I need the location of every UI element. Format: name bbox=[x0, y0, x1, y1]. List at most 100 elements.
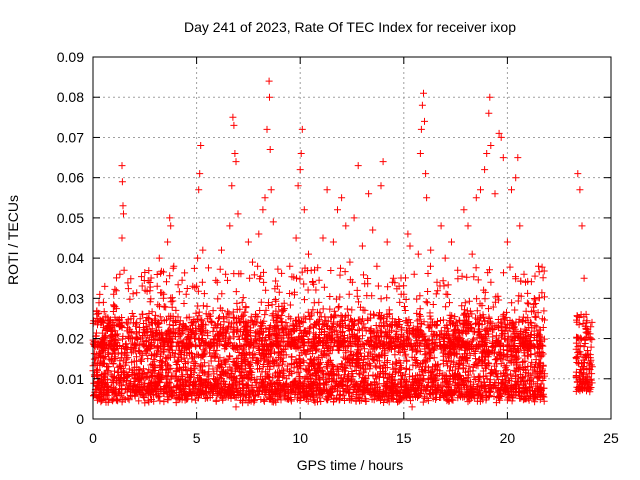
data-point bbox=[327, 267, 335, 274]
data-point bbox=[201, 359, 209, 367]
y-tick-label: 0.01 bbox=[57, 371, 84, 387]
data-point bbox=[472, 264, 480, 272]
data-point bbox=[519, 388, 527, 396]
data-point bbox=[485, 109, 493, 117]
data-point bbox=[298, 125, 306, 133]
data-point bbox=[402, 350, 410, 358]
data-point bbox=[259, 206, 267, 214]
data-point bbox=[135, 397, 143, 405]
data-point bbox=[228, 182, 236, 190]
data-point bbox=[511, 306, 519, 314]
data-point bbox=[329, 238, 337, 246]
data-point bbox=[124, 394, 132, 402]
data-point bbox=[423, 194, 431, 202]
data-point bbox=[155, 392, 163, 400]
data-point bbox=[154, 301, 162, 309]
data-point bbox=[201, 369, 209, 377]
data-point bbox=[374, 282, 382, 290]
data-point bbox=[487, 278, 495, 286]
data-point bbox=[424, 270, 432, 277]
data-point bbox=[427, 348, 435, 356]
data-point bbox=[158, 289, 166, 297]
data-point bbox=[214, 295, 222, 303]
data-point bbox=[269, 218, 277, 226]
data-point bbox=[540, 397, 548, 405]
data-point bbox=[449, 366, 457, 374]
data-point bbox=[172, 373, 180, 381]
data-point bbox=[168, 342, 175, 350]
data-point bbox=[576, 186, 584, 194]
data-point bbox=[213, 278, 221, 286]
data-point bbox=[416, 150, 424, 157]
data-point bbox=[412, 372, 420, 380]
data-point bbox=[486, 93, 494, 101]
data-point bbox=[491, 190, 499, 198]
data-point bbox=[156, 352, 164, 360]
data-point bbox=[304, 286, 312, 294]
data-point bbox=[377, 327, 385, 335]
y-tick-label: 0 bbox=[76, 411, 84, 427]
data-point bbox=[524, 289, 532, 297]
data-point bbox=[422, 298, 430, 306]
data-point bbox=[249, 258, 256, 266]
data-point bbox=[335, 303, 343, 310]
data-point bbox=[461, 299, 469, 307]
data-point bbox=[365, 190, 373, 198]
data-point bbox=[266, 93, 273, 101]
x-tick-label: 25 bbox=[603, 430, 619, 446]
data-point bbox=[140, 365, 147, 373]
data-point bbox=[116, 270, 124, 278]
data-point bbox=[262, 286, 270, 294]
data-point bbox=[99, 298, 107, 306]
data-point bbox=[203, 302, 211, 310]
data-point bbox=[485, 305, 492, 313]
data-point bbox=[222, 270, 230, 278]
data-point bbox=[231, 150, 239, 157]
data-point bbox=[451, 313, 459, 321]
data-point bbox=[97, 398, 105, 406]
data-point bbox=[350, 214, 358, 222]
data-point bbox=[111, 367, 118, 375]
data-point bbox=[152, 311, 160, 319]
data-point bbox=[580, 343, 588, 351]
data-point bbox=[402, 274, 409, 282]
data-point bbox=[106, 356, 114, 364]
data-point bbox=[406, 242, 414, 250]
data-point bbox=[255, 230, 263, 238]
data-point bbox=[215, 313, 223, 321]
data-point bbox=[109, 397, 117, 405]
data-point bbox=[209, 365, 217, 373]
data-point bbox=[424, 288, 432, 295]
data-point bbox=[354, 327, 362, 334]
data-point bbox=[175, 288, 183, 296]
data-point bbox=[369, 226, 377, 234]
data-point bbox=[368, 395, 376, 403]
data-point bbox=[401, 307, 409, 314]
data-point bbox=[164, 238, 172, 246]
data-point bbox=[417, 125, 425, 133]
data-point bbox=[408, 403, 416, 411]
data-point bbox=[174, 358, 182, 365]
data-point bbox=[296, 166, 304, 174]
data-point bbox=[372, 322, 380, 329]
data-point bbox=[473, 295, 481, 303]
data-point bbox=[154, 393, 162, 401]
data-point bbox=[514, 154, 522, 162]
data-point bbox=[494, 373, 502, 381]
data-point bbox=[525, 300, 533, 308]
data-point bbox=[128, 329, 136, 337]
data-point bbox=[212, 397, 220, 405]
data-point bbox=[483, 150, 491, 157]
data-point bbox=[346, 258, 354, 266]
data-point bbox=[199, 246, 207, 254]
data-point bbox=[168, 303, 176, 311]
data-point bbox=[242, 304, 250, 312]
data-point bbox=[195, 308, 203, 316]
data-point bbox=[226, 363, 234, 371]
data-point bbox=[280, 306, 288, 314]
data-point bbox=[96, 290, 104, 298]
data-point bbox=[345, 290, 353, 298]
data-point bbox=[441, 254, 449, 262]
data-point bbox=[105, 350, 113, 358]
data-point bbox=[343, 305, 351, 313]
